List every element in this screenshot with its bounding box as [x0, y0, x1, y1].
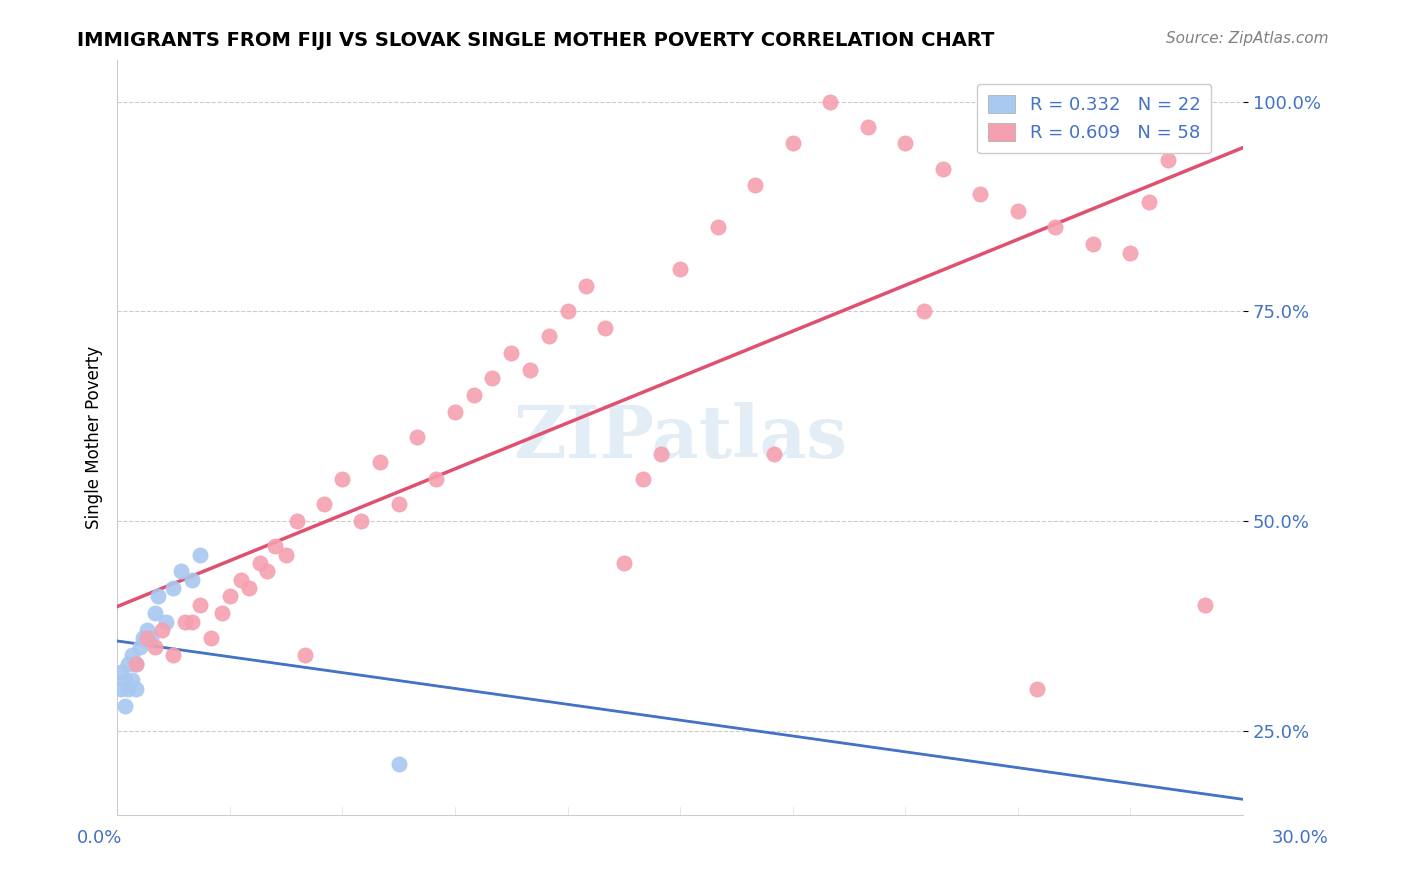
Point — [575, 279, 598, 293]
Point — [1045, 220, 1067, 235]
Point — [143, 640, 166, 654]
Point — [1081, 237, 1104, 252]
Point — [125, 657, 148, 671]
Point — [256, 564, 278, 578]
Point — [136, 623, 159, 637]
Point — [368, 455, 391, 469]
Point — [155, 615, 177, 629]
Point — [593, 321, 616, 335]
Point — [481, 371, 503, 385]
Point — [1175, 112, 1198, 126]
Point — [537, 329, 560, 343]
Point — [557, 304, 579, 318]
Point — [143, 606, 166, 620]
Point — [110, 681, 132, 696]
Point — [894, 136, 917, 151]
Point — [139, 632, 162, 646]
Point — [181, 573, 204, 587]
Point — [263, 539, 285, 553]
Point — [613, 556, 636, 570]
Text: ZIPatlas: ZIPatlas — [513, 401, 848, 473]
Point — [969, 186, 991, 201]
Point — [501, 346, 523, 360]
Point — [249, 556, 271, 570]
Point — [294, 648, 316, 663]
Point — [782, 136, 804, 151]
Y-axis label: Single Mother Poverty: Single Mother Poverty — [86, 345, 103, 529]
Point — [285, 514, 308, 528]
Text: 0.0%: 0.0% — [77, 829, 122, 847]
Point — [762, 447, 785, 461]
Point — [114, 698, 136, 713]
Point — [125, 681, 148, 696]
Point — [125, 657, 148, 671]
Point — [425, 472, 447, 486]
Point — [1194, 598, 1216, 612]
Point — [188, 598, 211, 612]
Point — [117, 681, 139, 696]
Point — [218, 590, 240, 604]
Text: Source: ZipAtlas.com: Source: ZipAtlas.com — [1166, 31, 1329, 46]
Point — [136, 632, 159, 646]
Legend: R = 0.332   N = 22, R = 0.609   N = 58: R = 0.332 N = 22, R = 0.609 N = 58 — [977, 84, 1212, 153]
Point — [150, 623, 173, 637]
Point — [274, 548, 297, 562]
Text: 30.0%: 30.0% — [1272, 829, 1329, 847]
Point — [519, 363, 541, 377]
Point — [818, 95, 841, 109]
Point — [170, 564, 193, 578]
Point — [132, 632, 155, 646]
Point — [117, 657, 139, 671]
Point — [1157, 153, 1180, 168]
Point — [706, 220, 728, 235]
Point — [350, 514, 373, 528]
Point — [1119, 245, 1142, 260]
Point — [110, 665, 132, 679]
Point — [650, 447, 672, 461]
Point — [444, 405, 467, 419]
Point — [406, 430, 429, 444]
Text: IMMIGRANTS FROM FIJI VS SLOVAK SINGLE MOTHER POVERTY CORRELATION CHART: IMMIGRANTS FROM FIJI VS SLOVAK SINGLE MO… — [77, 31, 994, 50]
Point — [121, 673, 143, 688]
Point — [330, 472, 353, 486]
Point — [188, 548, 211, 562]
Point — [463, 388, 485, 402]
Point — [229, 573, 252, 587]
Point — [173, 615, 195, 629]
Point — [912, 304, 935, 318]
Point — [1007, 203, 1029, 218]
Point — [388, 497, 411, 511]
Point — [162, 648, 184, 663]
Point — [121, 648, 143, 663]
Point — [211, 606, 233, 620]
Point — [114, 673, 136, 688]
Point — [181, 615, 204, 629]
Point — [238, 581, 260, 595]
Point — [162, 581, 184, 595]
Point — [128, 640, 150, 654]
Point — [669, 262, 692, 277]
Point — [200, 632, 222, 646]
Point — [1137, 195, 1160, 210]
Point — [932, 161, 955, 176]
Point — [1025, 681, 1047, 696]
Point — [856, 120, 879, 134]
Point — [744, 178, 766, 193]
Point — [312, 497, 335, 511]
Point — [148, 590, 170, 604]
Point — [388, 757, 411, 772]
Point — [631, 472, 654, 486]
